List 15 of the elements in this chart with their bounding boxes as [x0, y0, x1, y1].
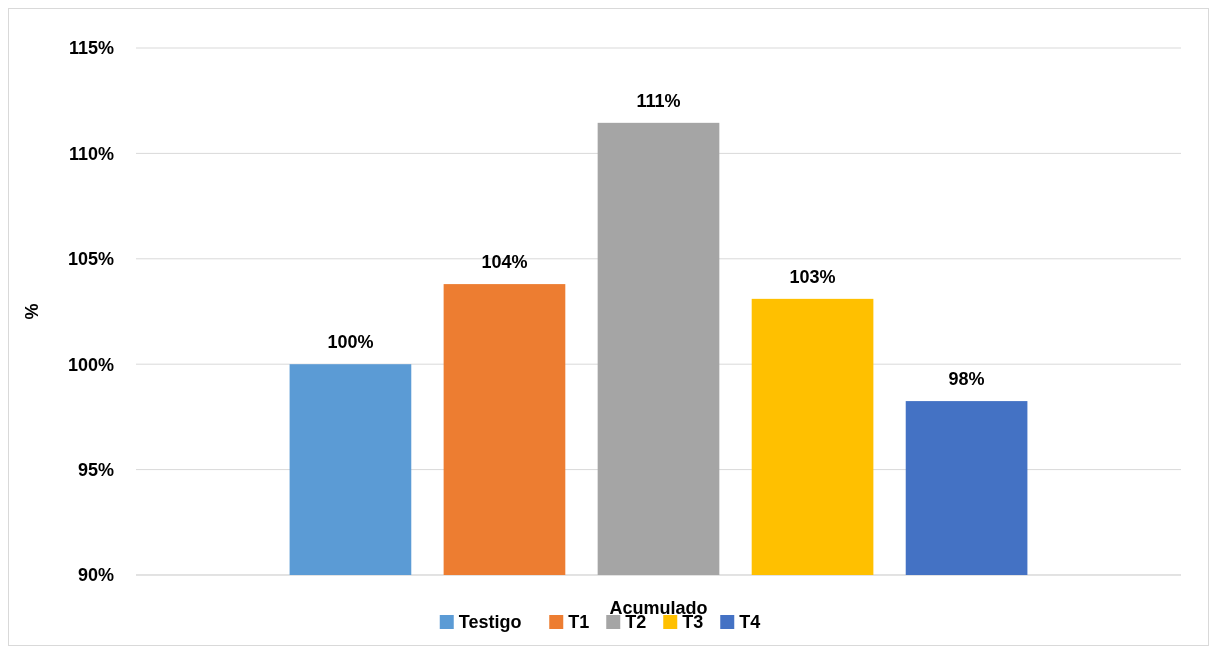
legend-label: T4	[739, 612, 761, 632]
data-label: 103%	[789, 266, 836, 287]
legend-label: Testigo	[458, 612, 522, 632]
y-tick-label: 100%	[67, 354, 114, 375]
y-axis-title: %	[22, 303, 42, 320]
data-label: 100%	[327, 332, 374, 353]
y-tick-label: 105%	[67, 249, 114, 270]
legend-label: T1	[568, 612, 590, 632]
y-tick-label: 115%	[68, 38, 114, 59]
data-label: 111%	[636, 90, 681, 111]
y-tick-label: 95%	[77, 459, 114, 480]
y-tick-label: 90%	[77, 565, 114, 586]
y-tick-label: 110%	[68, 143, 114, 164]
data-label: 104%	[481, 252, 528, 273]
data-label: 98%	[948, 369, 985, 390]
